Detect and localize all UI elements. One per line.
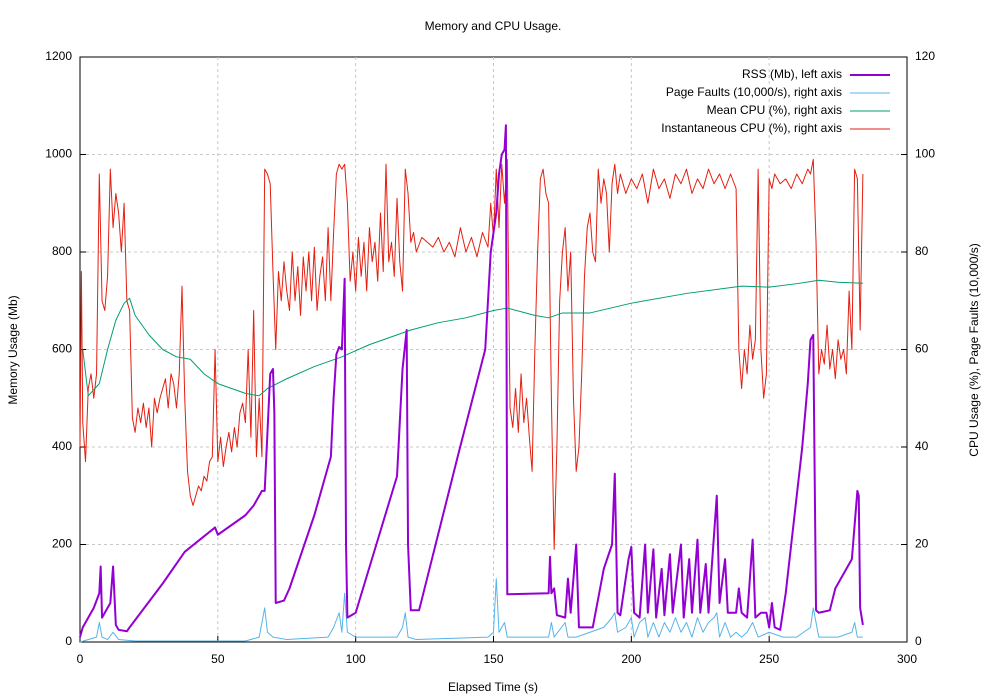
y-tick-label: 0 xyxy=(65,634,72,648)
y2-tick-label: 100 xyxy=(915,147,935,161)
y-tick-label: 600 xyxy=(52,342,72,356)
x-tick-label: 200 xyxy=(621,652,641,666)
legend-label: Page Faults (10,000/s), right axis xyxy=(666,85,842,99)
legend-label: RSS (Mb), left axis xyxy=(742,67,842,81)
y-tick-label: 1000 xyxy=(45,147,72,161)
y-axis-label: Memory Usage (Mb) xyxy=(6,295,20,404)
y-tick-label: 800 xyxy=(52,244,72,258)
y-tick-label: 400 xyxy=(52,439,72,453)
y2-axis-label: CPU Usage (%), Page Faults (10,000/s) xyxy=(967,243,981,456)
legend-label: Instantaneous CPU (%), right axis xyxy=(661,121,842,135)
series-line xyxy=(79,158,864,550)
series-line xyxy=(79,578,863,643)
chart-title: Memory and CPU Usage. xyxy=(425,19,562,33)
y2-tick-label: 120 xyxy=(915,49,935,63)
x-tick-label: 250 xyxy=(759,652,779,666)
y-tick-label: 1200 xyxy=(45,49,72,63)
x-tick-label: 0 xyxy=(77,652,84,666)
y2-tick-label: 20 xyxy=(915,537,929,551)
y2-tick-label: 40 xyxy=(915,439,929,453)
x-tick-label: 300 xyxy=(897,652,917,666)
y2-tick-label: 0 xyxy=(915,634,922,648)
y2-tick-label: 80 xyxy=(915,244,929,258)
x-tick-label: 150 xyxy=(483,652,503,666)
x-tick-label: 100 xyxy=(346,652,366,666)
x-axis-label: Elapsed Time (s) xyxy=(448,680,538,694)
y2-tick-label: 60 xyxy=(915,342,929,356)
y-tick-label: 200 xyxy=(52,537,72,551)
x-tick-label: 50 xyxy=(211,652,225,666)
legend-label: Mean CPU (%), right axis xyxy=(707,103,842,117)
series-line xyxy=(82,279,863,397)
series-line xyxy=(79,124,864,638)
